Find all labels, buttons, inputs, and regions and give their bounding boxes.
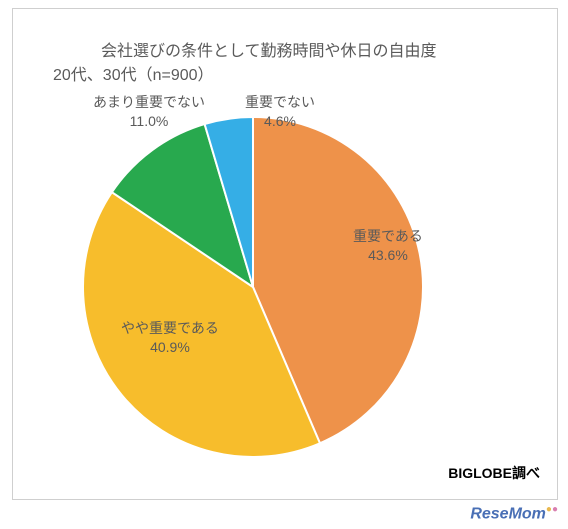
pie-chart [63,97,443,477]
source-credit: BIGLOBE調べ [448,463,540,483]
slice-value-2: 11.0% [93,112,205,131]
slice-value-0: 43.6% [353,246,423,265]
slice-label-1: やや重要である 40.9% [121,319,219,357]
watermark: ReseMom●● [470,504,558,523]
slice-name-2: あまり重要でない [93,93,205,112]
slice-name-0: 重要である [353,227,423,246]
slice-value-3: 4.6% [245,112,315,131]
chart-frame: 会社選びの条件として勤務時間や休日の自由度 20代、30代（n=900） 重要で… [12,8,558,500]
slice-name-1: やや重要である [121,319,219,338]
watermark-dot-icon: ● [552,504,558,515]
slice-name-3: 重要でない [245,93,315,112]
slice-label-3: 重要でない 4.6% [245,93,315,131]
chart-subtitle: 20代、30代（n=900） [53,61,214,85]
watermark-text: ReseMom [470,505,546,522]
slice-value-1: 40.9% [121,338,219,357]
slice-label-2: あまり重要でない 11.0% [93,93,205,131]
chart-title: 会社選びの条件として勤務時間や休日の自由度 [101,37,437,61]
slice-label-0: 重要である 43.6% [353,227,423,265]
